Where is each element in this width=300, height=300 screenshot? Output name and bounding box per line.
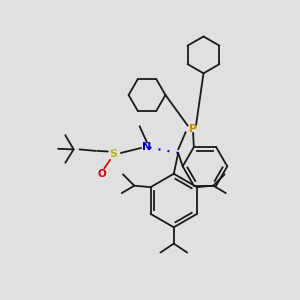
Text: P: P xyxy=(189,124,197,134)
Text: S: S xyxy=(110,149,118,159)
Text: O: O xyxy=(98,169,106,179)
Text: N: N xyxy=(142,142,152,152)
